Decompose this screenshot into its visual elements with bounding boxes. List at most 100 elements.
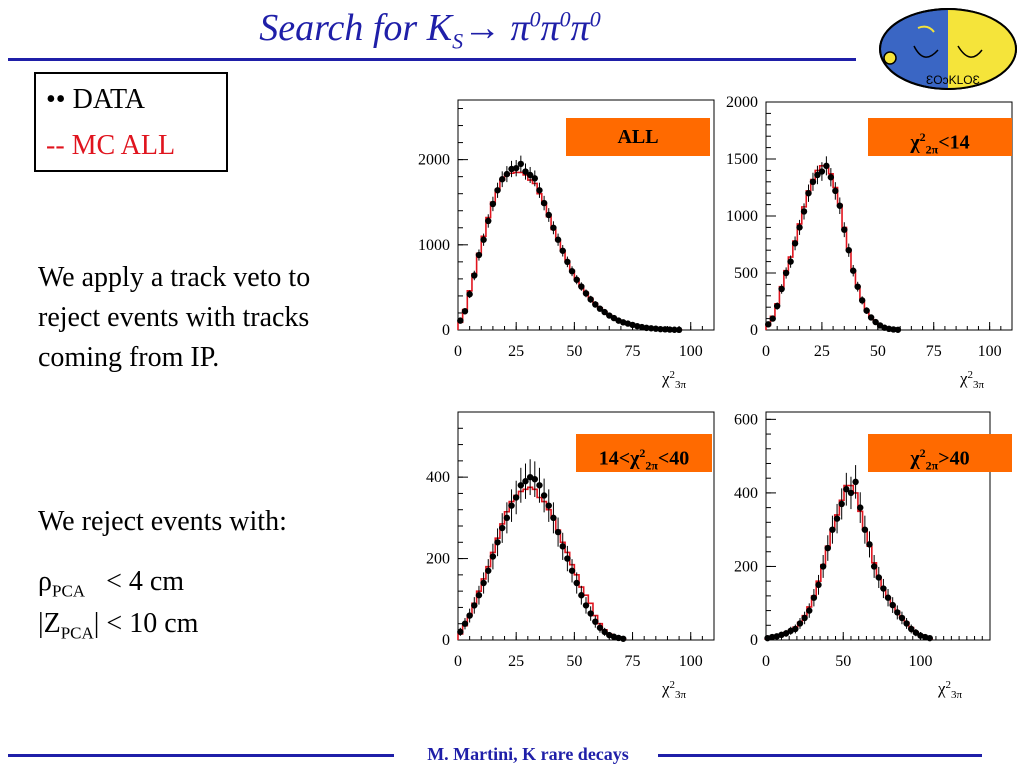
data-point: [792, 625, 799, 633]
data-point: [661, 326, 669, 333]
data-point: [489, 553, 497, 560]
reject-text: We reject events with:: [38, 506, 287, 537]
data-point: [480, 236, 487, 243]
data-point: [526, 171, 534, 179]
data-point: [578, 592, 585, 599]
data-point: [833, 515, 841, 522]
x-tick-label: 0: [454, 343, 462, 360]
y-tick-label: 0: [442, 322, 450, 339]
data-point: [824, 544, 831, 552]
data-point: [522, 168, 529, 175]
data-point: [827, 174, 835, 181]
mc-histogram: [457, 486, 627, 640]
y-tick-label: 0: [750, 322, 758, 339]
x-tick-label: 100: [908, 653, 932, 670]
x-tick-label: 50: [566, 343, 582, 360]
data-point: [545, 502, 552, 509]
data-point: [499, 176, 506, 183]
data-point: [554, 528, 562, 536]
data-point: [601, 628, 608, 636]
y-tick-label: 2000: [726, 94, 758, 111]
x-tick-label: 50: [566, 653, 582, 670]
data-point: [601, 308, 608, 316]
data-point: [582, 290, 590, 297]
x-axis-label: χ23π: [661, 679, 687, 701]
data-point: [852, 478, 859, 486]
data-point: [475, 251, 483, 259]
data-point: [573, 579, 580, 587]
y-tick-label: 0: [442, 632, 450, 649]
data-point: [818, 168, 826, 175]
legend-box: •• DATA -- MC ALL: [34, 72, 228, 172]
data-point: [471, 602, 478, 609]
data-point: [540, 492, 548, 499]
data-point: [610, 314, 618, 322]
data-point: [857, 504, 864, 511]
data-point: [531, 175, 538, 182]
data-point: [466, 612, 473, 619]
data-point: [870, 563, 878, 570]
data-point: [559, 247, 566, 254]
data-point: [461, 620, 469, 627]
x-axis-label: χ23π: [959, 369, 985, 391]
data-point: [832, 187, 839, 195]
x-tick-label: 0: [762, 343, 770, 360]
data-point: [843, 486, 850, 493]
y-tick-label: 400: [734, 485, 758, 502]
data-point: [503, 514, 511, 522]
data-point: [880, 585, 887, 592]
data-point: [559, 543, 566, 550]
data-point: [512, 164, 520, 172]
data-point: [867, 314, 875, 321]
x-tick-label: 75: [625, 653, 641, 670]
data-point: [815, 581, 822, 589]
data-point: [894, 609, 901, 616]
data-point: [884, 594, 892, 601]
data-point: [647, 325, 655, 332]
data-point: [773, 302, 781, 310]
data-point: [592, 618, 599, 625]
data-point: [796, 224, 803, 231]
y-tick-label: 1000: [418, 237, 450, 254]
data-point: [512, 494, 520, 501]
y-tick-label: 0: [750, 632, 758, 649]
y-tick-label: 1000: [726, 208, 758, 225]
data-point: [620, 635, 627, 642]
data-point: [866, 541, 873, 548]
data-point: [765, 321, 772, 328]
data-point: [503, 170, 511, 178]
data-point: [517, 482, 525, 489]
title-underline: [8, 58, 856, 61]
data-point: [592, 301, 599, 308]
data-point: [457, 317, 464, 324]
y-tick-label: 200: [426, 551, 450, 568]
x-tick-label: 50: [835, 653, 851, 670]
data-point: [889, 601, 896, 609]
mc-histogram: [457, 171, 683, 331]
data-point: [858, 297, 866, 304]
x-tick-label: 100: [679, 653, 703, 670]
data-point: [587, 296, 594, 303]
data-point: [643, 324, 650, 332]
histogram-chi2-gt40: 0 50 100 0 200 400 600 χ23π: [734, 411, 991, 701]
data-point: [838, 500, 845, 508]
data-point: [810, 594, 818, 601]
data-point: [606, 312, 613, 319]
data-point: [819, 563, 827, 570]
data-point: [854, 283, 861, 290]
data-point: [485, 567, 492, 574]
legend-mc: -- MC ALL: [46, 130, 176, 161]
data-point: [485, 217, 492, 225]
data-point: [675, 326, 683, 334]
x-tick-label: 50: [870, 343, 886, 360]
panel-label-all: ALL: [566, 118, 710, 156]
x-axis-label: χ23π: [937, 679, 963, 701]
x-tick-label: 75: [926, 343, 942, 360]
data-point: [809, 178, 817, 185]
data-point: [926, 634, 933, 642]
y-tick-label: 200: [734, 558, 758, 575]
data-point: [550, 224, 557, 231]
x-axis-label: χ23π: [661, 369, 687, 391]
data-point: [778, 285, 785, 293]
data-point: [522, 478, 529, 485]
